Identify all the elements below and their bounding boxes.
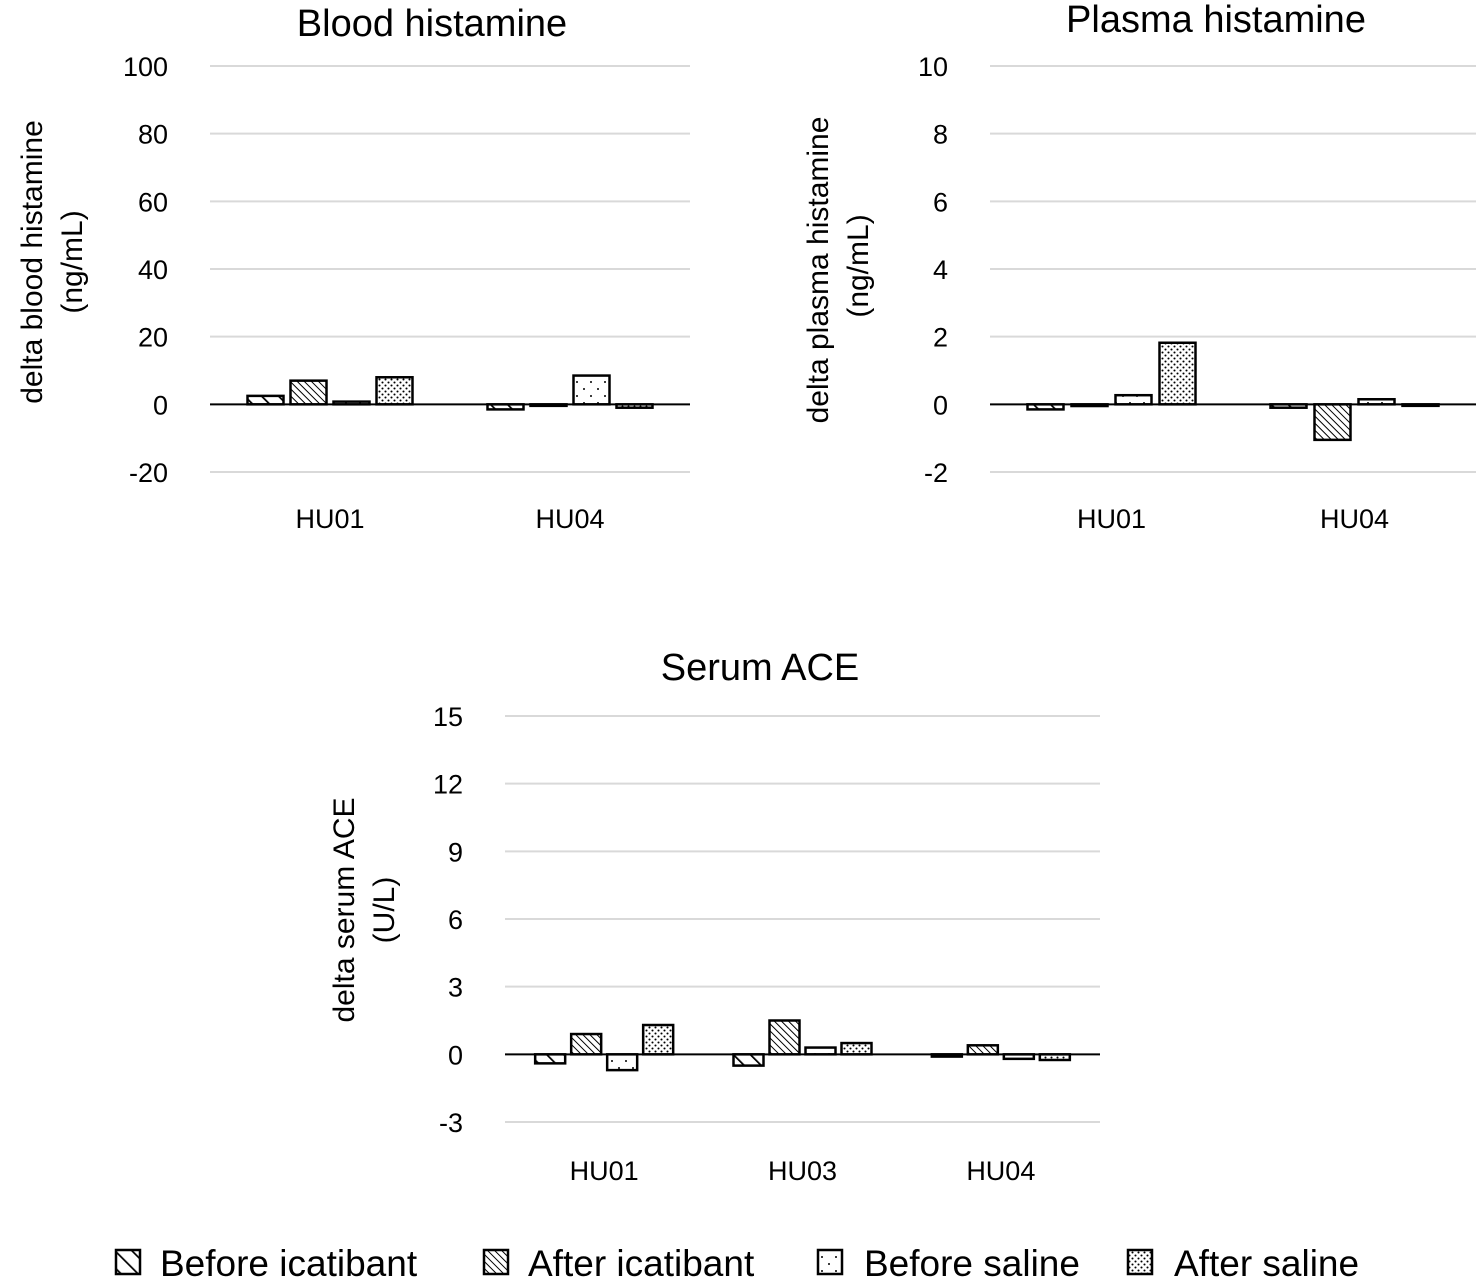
bar <box>840 1041 873 1056</box>
chart-title: Plasma histamine <box>1066 0 1366 41</box>
bar <box>732 1053 765 1067</box>
x-tick-label: HU03 <box>768 1156 837 1186</box>
bar <box>533 1053 567 1065</box>
y-tick-label: -3 <box>439 1108 463 1138</box>
y-tick-label: 20 <box>138 323 168 353</box>
legend-swatch <box>114 1248 142 1276</box>
x-tick-label: HU01 <box>1077 504 1146 534</box>
legend-label: After icatibant <box>528 1243 755 1284</box>
legend: Before icatibant After icatibant Before … <box>114 1243 1359 1284</box>
y-tick-label: 0 <box>448 1040 463 1070</box>
y-axis-label-line1: delta blood histamine <box>16 120 49 404</box>
x-tick-label: HU01 <box>295 504 364 534</box>
bar <box>605 1053 639 1072</box>
x-tick-label: HU04 <box>966 1156 1035 1186</box>
y-tick-label: 40 <box>138 255 168 285</box>
y-axis-label-line2: (ng/mL) <box>842 214 875 317</box>
x-tick-label: HU04 <box>535 504 604 534</box>
plot-area: -20 0 20 40 60 80 100 HU01 HU04 <box>123 52 690 534</box>
x-tick-label: HU01 <box>570 1156 639 1186</box>
y-tick-label: -2 <box>924 458 948 488</box>
bar <box>246 394 285 406</box>
chart-plasma-histamine: Plasma histamine delta plasma histamine … <box>802 0 1476 534</box>
bar <box>966 1044 1000 1056</box>
bar <box>1158 341 1197 406</box>
y-tick-label: 0 <box>153 390 168 420</box>
y-tick-label: 6 <box>933 187 948 217</box>
plot-area: -3 0 3 6 9 12 15 HU01 HU03 HU04 <box>433 702 1100 1186</box>
legend-label: Before saline <box>864 1243 1080 1284</box>
legend-label: Before icatibant <box>160 1243 418 1284</box>
y-tick-label: 80 <box>138 120 168 150</box>
y-axis-label-line1: delta plasma histamine <box>802 117 835 424</box>
legend-item-before-saline: Before saline <box>816 1243 1080 1284</box>
chart-blood-histamine: Blood histamine delta blood histamine (n… <box>16 3 690 534</box>
bar <box>768 1019 801 1056</box>
y-tick-label: 3 <box>448 973 463 1003</box>
y-tick-label: 6 <box>448 905 463 935</box>
y-tick-label: 10 <box>918 52 948 82</box>
bar <box>804 1046 837 1056</box>
plot-area: -2 0 2 4 6 8 10 HU01 HU04 <box>918 52 1476 534</box>
legend-swatch <box>482 1248 510 1276</box>
y-axis-label-line2: (U/L) <box>368 877 401 944</box>
y-tick-label: 8 <box>933 120 948 150</box>
y-tick-label: 0 <box>933 390 948 420</box>
bar <box>375 376 414 406</box>
chart-title: Blood histamine <box>297 3 567 45</box>
y-tick-label: 2 <box>933 323 948 353</box>
bar <box>289 379 328 406</box>
y-axis-label-line2: (ng/mL) <box>56 210 89 313</box>
bar <box>572 374 611 406</box>
y-tick-label: 60 <box>138 187 168 217</box>
bar <box>641 1023 675 1056</box>
legend-label: After saline <box>1174 1243 1359 1284</box>
legend-item-before-icatibant: Before icatibant <box>114 1243 418 1284</box>
bar <box>569 1032 603 1056</box>
y-tick-label: -20 <box>129 458 168 488</box>
legend-swatch <box>816 1248 844 1276</box>
bar <box>1114 393 1153 406</box>
y-tick-label: 4 <box>933 255 948 285</box>
y-axis-label-line1: delta serum ACE <box>328 797 361 1022</box>
legend-item-after-saline: After saline <box>1126 1243 1359 1284</box>
y-tick-label: 100 <box>123 52 168 82</box>
x-tick-label: HU04 <box>1320 504 1389 534</box>
y-tick-label: 15 <box>433 702 463 732</box>
y-tick-label: 12 <box>433 770 463 800</box>
legend-item-after-icatibant: After icatibant <box>482 1243 755 1284</box>
legend-swatch <box>1126 1248 1154 1276</box>
y-tick-label: 9 <box>448 837 463 867</box>
chart-serum-ace: Serum ACE delta serum ACE (U/L) -3 0 3 6 9 12… <box>328 647 1100 1186</box>
bar <box>1313 403 1352 442</box>
chart-title: Serum ACE <box>661 647 860 689</box>
